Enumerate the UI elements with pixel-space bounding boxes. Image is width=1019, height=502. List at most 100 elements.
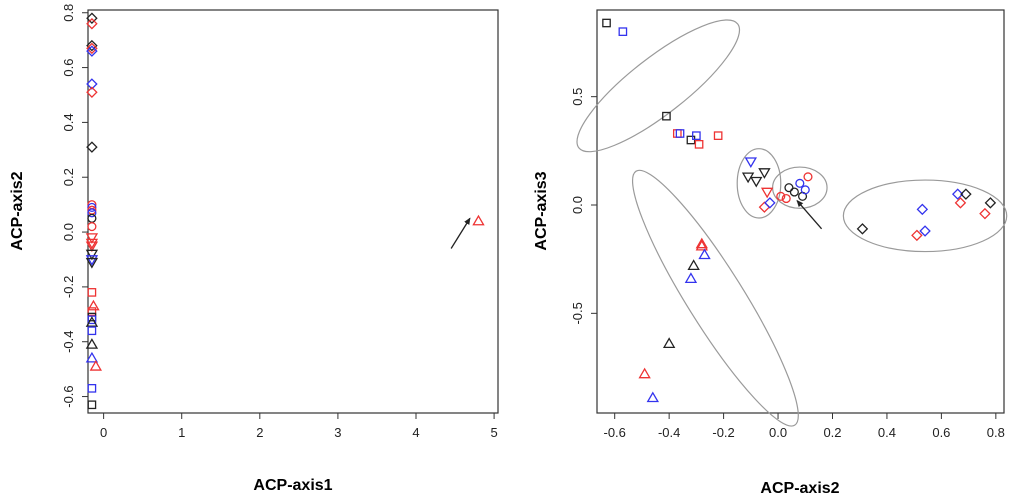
data-point <box>86 78 98 90</box>
data-point <box>750 176 763 188</box>
x-tick-label: 0.4 <box>878 425 896 440</box>
data-point <box>764 197 776 209</box>
data-point <box>89 360 102 371</box>
data-point <box>662 337 676 348</box>
data-point <box>795 178 805 188</box>
y-tick-label: 0.0 <box>570 196 585 214</box>
ticks-left: 0 1 2 3 4 5 -0.6 -0.4 -0.2 0.0 0.2 0.4 0.6 0.8 <box>61 4 498 440</box>
data-point <box>618 27 628 36</box>
x-axis-title-left: ACP-axis1 <box>253 477 332 494</box>
data-point <box>784 183 794 193</box>
y-tick-label: 0.8 <box>61 4 76 22</box>
cluster-ellipse <box>771 166 828 209</box>
data-point <box>86 45 98 57</box>
x-axis-title-right: ACP-axis2 <box>760 480 839 497</box>
data-point <box>87 299 100 311</box>
data-point <box>856 223 869 235</box>
data-point <box>85 255 99 266</box>
x-tick-label: 1 <box>178 425 185 440</box>
data-point <box>951 188 964 200</box>
data-point <box>85 338 99 349</box>
annotation-arrow <box>450 217 471 249</box>
data-point <box>662 111 671 121</box>
y-tick-label: -0.6 <box>61 385 76 407</box>
x-tick-label: 5 <box>490 425 497 440</box>
x-tick-label: -0.4 <box>658 425 680 440</box>
cluster-ellipse <box>842 179 1008 253</box>
data-point <box>686 135 696 145</box>
data-point <box>960 188 972 200</box>
data-point <box>672 129 682 138</box>
x-tick-label: 0.0 <box>769 425 787 440</box>
data-point <box>86 39 98 52</box>
data-point <box>789 187 799 197</box>
data-point <box>781 193 791 204</box>
data-point <box>800 185 810 195</box>
data-point <box>86 42 98 55</box>
chart-right: -0.6 -0.4 -0.2 0.0 0.2 0.4 0.6 0.8 -0.5 0.0 0.5 AC… <box>533 9 1008 497</box>
y-axis-title-left: ACP-axis2 <box>9 171 26 250</box>
data-point <box>86 12 98 24</box>
data-point <box>760 187 774 199</box>
data-point <box>758 168 771 179</box>
data-point <box>87 307 97 316</box>
data-point <box>602 18 611 28</box>
annotations-right <box>576 19 1008 427</box>
data-point <box>85 238 99 250</box>
data-point <box>695 239 709 251</box>
cluster-ellipse <box>631 169 799 427</box>
data-point <box>744 157 758 169</box>
data-point <box>87 315 97 325</box>
y-axis-title-right: ACP-axis3 <box>533 171 550 250</box>
data-point <box>646 391 659 403</box>
x-tick-label: 0.8 <box>987 425 1005 440</box>
points-left <box>85 12 485 410</box>
x-tick-label: 4 <box>412 425 419 440</box>
data-point <box>687 259 700 270</box>
data-point <box>919 225 931 237</box>
data-point <box>87 213 97 223</box>
data-point <box>911 229 923 242</box>
data-point <box>86 86 98 98</box>
data-point <box>87 202 97 212</box>
annotation-arrow <box>796 199 823 230</box>
y-tick-label: -0.4 <box>61 331 76 353</box>
data-point <box>692 131 701 140</box>
x-tick-label: -0.2 <box>712 425 734 440</box>
cluster-ellipse <box>576 19 741 153</box>
y-tick-label: -0.5 <box>570 302 585 324</box>
x-tick-label: 0 <box>100 425 107 440</box>
data-point <box>472 214 485 226</box>
data-point <box>85 351 99 363</box>
plot-frame-left <box>87 9 499 414</box>
data-point <box>954 197 967 209</box>
data-point <box>86 17 98 30</box>
ticks-right: -0.6 -0.4 -0.2 0.0 0.2 0.4 0.6 0.8 -0.5 0.0 0.5 <box>570 88 1005 440</box>
chart-left: 0 1 2 3 4 5 -0.6 -0.4 -0.2 0.0 0.2 0.4 0.6 0.8 ACP-ax… <box>9 4 499 494</box>
data-point <box>984 197 997 209</box>
y-tick-label: 0.4 <box>61 113 76 131</box>
data-point <box>803 172 813 182</box>
data-point <box>638 367 651 379</box>
data-point <box>675 129 685 138</box>
data-point <box>979 207 991 220</box>
data-point <box>694 140 704 149</box>
y-tick-label: 0.2 <box>61 168 76 186</box>
data-point <box>85 316 99 327</box>
x-tick-label: -0.6 <box>603 425 625 440</box>
data-point <box>87 288 97 297</box>
annotations-left <box>450 217 471 249</box>
data-point <box>87 208 97 218</box>
plot-frame-right <box>596 9 1005 414</box>
cluster-ellipse <box>736 148 782 219</box>
data-point <box>85 257 99 269</box>
data-point <box>87 326 97 336</box>
x-tick-label: 0.2 <box>823 425 841 440</box>
points-right <box>602 18 997 403</box>
data-point <box>87 400 97 410</box>
x-tick-label: 2 <box>256 425 263 440</box>
data-point <box>698 248 711 260</box>
data-point <box>86 141 98 153</box>
data-point <box>916 203 929 216</box>
y-tick-label: 0.6 <box>61 59 76 77</box>
